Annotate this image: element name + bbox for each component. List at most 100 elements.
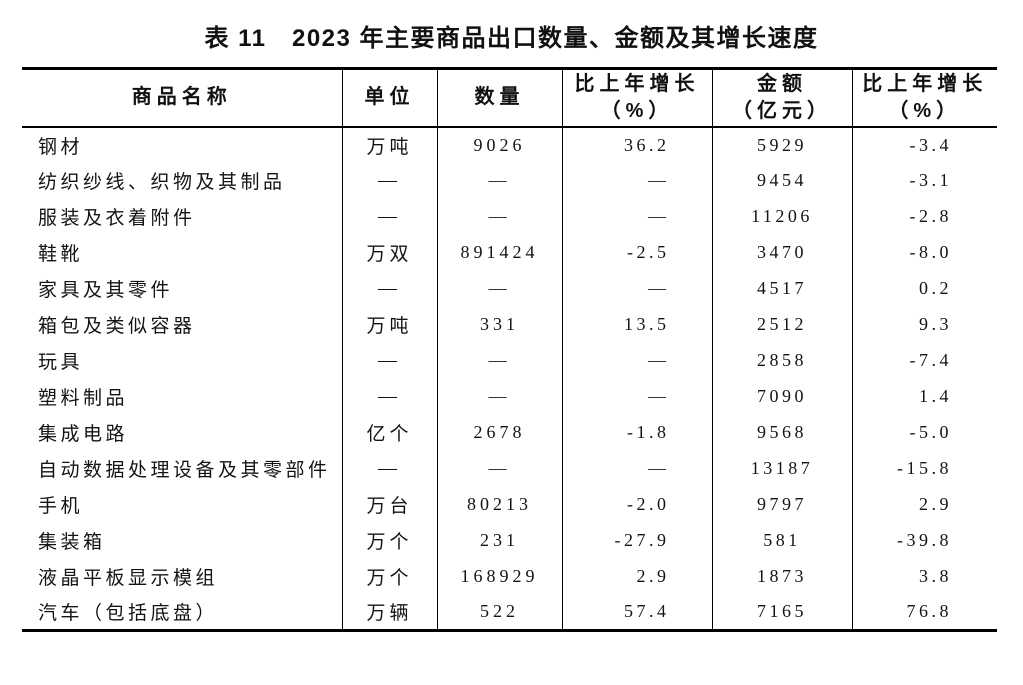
column-header-amount: 金额 （亿元） bbox=[711, 68, 852, 128]
cell-amount: 1873 bbox=[711, 558, 852, 595]
cell-commodity-name: 塑料制品 bbox=[38, 388, 129, 409]
cell-amount-growth-pct: -5.0 bbox=[851, 414, 997, 451]
cell-quantity: 891424 bbox=[436, 234, 562, 271]
cell-commodity-name: 服装及衣着附件 bbox=[38, 208, 196, 229]
cell-commodity-name: 玩具 bbox=[38, 352, 84, 373]
cell-quantity-growth-pct: — bbox=[561, 378, 712, 415]
cell-amount: 9454 bbox=[711, 162, 852, 199]
cell-amount: 4517 bbox=[711, 270, 852, 307]
cell-amount: 2858 bbox=[711, 342, 852, 379]
cell-unit: 万双 bbox=[341, 234, 437, 271]
table-row: 鞋靴 万双 891424 -2.5 3470 -8.0 bbox=[22, 234, 997, 271]
cell-amount: 2512 bbox=[711, 306, 852, 343]
cell-amount-growth-pct: -8.0 bbox=[851, 234, 997, 271]
cell-amount: 5929 bbox=[711, 126, 852, 163]
cell-quantity: 231 bbox=[436, 522, 562, 559]
table-row: 自动数据处理设备及其零部件 — — —13187 -15.8 bbox=[22, 450, 997, 487]
cell-commodity-name: 自动数据处理设备及其零部件 bbox=[38, 460, 331, 481]
table-header: 商品名称 单位 数量 比上年增长 （%） 金额 （亿元） 比上年增长 （%） bbox=[22, 68, 997, 128]
column-header-amount-growth-pct: 比上年增长 （%） bbox=[851, 68, 997, 128]
cell-quantity: 331 bbox=[436, 306, 562, 343]
cell-quantity-growth-pct: 13.5 bbox=[561, 306, 712, 343]
cell-quantity: — bbox=[436, 162, 562, 199]
header-row: 商品名称 单位 数量 比上年增长 （%） 金额 （亿元） 比上年增长 （%） bbox=[22, 68, 997, 128]
cell-quantity: 2678 bbox=[436, 414, 562, 451]
cell-commodity-name: 集成电路 bbox=[38, 424, 129, 445]
table-title: 表 11 2023 年主要商品出口数量、金额及其增长速度 bbox=[204, 25, 819, 52]
table-body: 钢材 万吨 9026 36.2 5929 -3.4 纺织纱线、织物及其制品 — — —9454 -3… bbox=[22, 126, 997, 631]
cell-quantity-growth-pct: -2.5 bbox=[561, 234, 712, 271]
cell-quantity: 80213 bbox=[436, 486, 562, 523]
cell-quantity: — bbox=[436, 198, 562, 235]
cell-commodity-name: 箱包及类似容器 bbox=[38, 316, 196, 337]
column-header-quantity: 数量 bbox=[436, 68, 562, 128]
column-header-unit: 单位 bbox=[341, 68, 437, 128]
cell-amount-growth-pct: 2.9 bbox=[851, 486, 997, 523]
cell-amount: 9568 bbox=[711, 414, 852, 451]
cell-amount-growth-pct: -3.4 bbox=[851, 126, 997, 163]
cell-quantity-growth-pct: 57.4 bbox=[561, 594, 712, 631]
cell-quantity-growth-pct: — bbox=[561, 270, 712, 307]
cell-unit: — bbox=[341, 198, 437, 235]
cell-amount-growth-pct: 76.8 bbox=[851, 594, 997, 631]
commodity-export-table: 商品名称 单位 数量 比上年增长 （%） 金额 （亿元） 比上年增长 （%） 钢材 万吨 9026 3… bbox=[22, 67, 997, 632]
cell-unit: — bbox=[341, 378, 437, 415]
cell-amount: 7090 bbox=[711, 378, 852, 415]
cell-quantity: 9026 bbox=[436, 126, 562, 163]
cell-unit: 万吨 bbox=[341, 126, 437, 163]
table-row: 纺织纱线、织物及其制品 — — —9454 -3.1 bbox=[22, 162, 997, 199]
table-row: 液晶平板显示模组 万个 168929 2.9 1873 3.8 bbox=[22, 558, 997, 595]
table-row: 玩具 — — —2858 -7.4 bbox=[22, 342, 997, 379]
cell-quantity: 522 bbox=[436, 594, 562, 631]
cell-commodity-name: 鞋靴 bbox=[38, 244, 84, 265]
cell-unit: 亿个 bbox=[341, 414, 437, 451]
cell-quantity: 168929 bbox=[436, 558, 562, 595]
cell-quantity-growth-pct: -2.0 bbox=[561, 486, 712, 523]
cell-quantity-growth-pct: — bbox=[561, 342, 712, 379]
cell-commodity-name: 液晶平板显示模组 bbox=[38, 568, 219, 589]
cell-amount: 9797 bbox=[711, 486, 852, 523]
cell-unit: 万台 bbox=[341, 486, 437, 523]
cell-amount: 13187 bbox=[711, 450, 852, 487]
table-row: 手机 万台 80213 -2.0 9797 2.9 bbox=[22, 486, 997, 523]
cell-unit: — bbox=[341, 270, 437, 307]
cell-quantity: — bbox=[436, 270, 562, 307]
cell-unit: — bbox=[341, 450, 437, 487]
table-row: 家具及其零件 — — —4517 0.2 bbox=[22, 270, 997, 307]
cell-unit: 万个 bbox=[341, 558, 437, 595]
table-row: 服装及衣着附件 — — —11206 -2.8 bbox=[22, 198, 997, 235]
cell-amount-growth-pct: -39.8 bbox=[851, 522, 997, 559]
cell-quantity-growth-pct: — bbox=[561, 198, 712, 235]
cell-commodity-name: 集装箱 bbox=[38, 532, 106, 553]
table-row: 塑料制品 — — —7090 1.4 bbox=[22, 378, 997, 415]
cell-commodity-name: 汽车（包括底盘） bbox=[38, 603, 219, 625]
cell-unit: — bbox=[341, 162, 437, 199]
cell-amount-growth-pct: -15.8 bbox=[851, 450, 997, 487]
cell-amount-growth-pct: 9.3 bbox=[851, 306, 997, 343]
cell-quantity: — bbox=[436, 342, 562, 379]
cell-commodity-name: 家具及其零件 bbox=[38, 280, 174, 301]
cell-quantity: — bbox=[436, 450, 562, 487]
cell-amount-growth-pct: -3.1 bbox=[851, 162, 997, 199]
cell-quantity-growth-pct: 36.2 bbox=[561, 126, 712, 163]
cell-amount-growth-pct: -7.4 bbox=[851, 342, 997, 379]
cell-quantity-growth-pct: -1.8 bbox=[561, 414, 712, 451]
cell-commodity-name: 纺织纱线、织物及其制品 bbox=[38, 172, 286, 193]
cell-amount-growth-pct: 1.4 bbox=[851, 378, 997, 415]
column-header-commodity-name: 商品名称 bbox=[22, 68, 342, 128]
cell-unit: 万吨 bbox=[341, 306, 437, 343]
table-row: 汽车（包括底盘） 万辆 522 57.4 7165 76.8 bbox=[22, 594, 997, 631]
table-row: 集装箱 万个 231 -27.9 581 -39.8 bbox=[22, 522, 997, 559]
cell-quantity: — bbox=[436, 378, 562, 415]
cell-unit: — bbox=[341, 342, 437, 379]
cell-quantity-growth-pct: — bbox=[561, 162, 712, 199]
table-row: 集成电路 亿个 2678 -1.8 9568 -5.0 bbox=[22, 414, 997, 451]
cell-amount: 7165 bbox=[711, 594, 852, 631]
cell-amount: 581 bbox=[711, 522, 852, 559]
cell-commodity-name: 手机 bbox=[38, 496, 84, 517]
cell-amount-growth-pct: 0.2 bbox=[851, 270, 997, 307]
cell-quantity-growth-pct: -27.9 bbox=[561, 522, 712, 559]
table-row: 钢材 万吨 9026 36.2 5929 -3.4 bbox=[22, 126, 997, 163]
cell-unit: 万个 bbox=[341, 522, 437, 559]
